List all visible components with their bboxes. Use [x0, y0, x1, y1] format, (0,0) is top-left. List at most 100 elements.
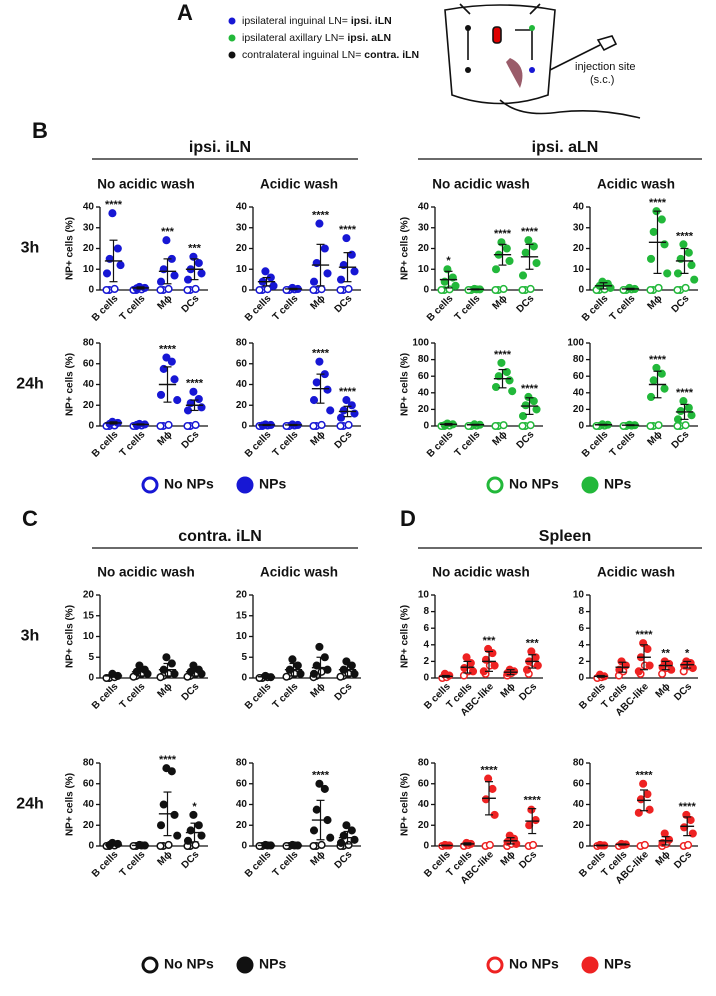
- no-np-point: [491, 421, 500, 431]
- np-point: [296, 669, 305, 678]
- np-point: [518, 271, 528, 280]
- significance: ***: [161, 226, 175, 238]
- np-point: [315, 642, 324, 651]
- legend-dot: [228, 34, 236, 42]
- legend-text-bold: contra. iLN: [364, 49, 419, 61]
- y-axis-label: NP+ cells (%): [65, 353, 76, 416]
- x-tick-label: DCs: [670, 293, 692, 315]
- x-tick-label: B cells: [90, 293, 121, 324]
- significance: ****: [521, 226, 539, 238]
- y-tick-label: 20: [83, 820, 95, 831]
- y-tick-label: 40: [418, 202, 430, 213]
- legend-marker: [236, 956, 254, 974]
- legend-dot: [228, 17, 236, 25]
- no-np-point: [529, 840, 538, 850]
- np-point: [156, 390, 166, 399]
- legend-text-normal: ipsilateral inguinal LN=: [242, 15, 351, 27]
- significance: **: [661, 647, 670, 659]
- no-np-point: [518, 285, 527, 295]
- np-point: [646, 254, 656, 263]
- x-tick-label: Mϕ: [156, 429, 175, 448]
- x-tick-label: T cells: [118, 681, 148, 711]
- np-point: [634, 667, 643, 676]
- np-point: [529, 397, 538, 406]
- np-point: [684, 403, 693, 412]
- panel-label: A: [177, 0, 193, 25]
- y-tick-label: 0: [88, 841, 94, 852]
- np-point: [339, 406, 348, 415]
- np-point: [657, 215, 666, 224]
- y-tick-label: 40: [83, 379, 95, 390]
- group-title: ipsi. aLN: [532, 139, 599, 156]
- np-point: [503, 668, 512, 678]
- x-tick-label: Mϕ: [309, 429, 328, 448]
- np-point: [532, 405, 541, 414]
- significance: ****: [312, 348, 330, 360]
- column-header: Acidic wash: [260, 565, 338, 580]
- x-tick-label: Mϕ: [654, 849, 673, 868]
- x-tick-label: T cells: [608, 429, 638, 459]
- significance: ***: [188, 243, 202, 255]
- np-point: [336, 838, 346, 847]
- x-tick-label: DCs: [180, 849, 202, 871]
- y-tick-label: 40: [236, 379, 248, 390]
- np-point: [518, 411, 528, 421]
- legend-text-normal: ipsilateral axillary LN=: [242, 32, 347, 44]
- no-np-point: [102, 285, 111, 295]
- np-point: [451, 281, 460, 290]
- x-tick-label: Mϕ: [646, 293, 665, 312]
- np-point: [531, 816, 540, 825]
- y-tick-label: 30: [418, 222, 430, 233]
- y-tick-label: 10: [83, 264, 95, 275]
- legend-marker: [581, 956, 599, 974]
- np-point: [336, 413, 346, 422]
- x-tick-label: B cells: [243, 429, 274, 460]
- np-point: [309, 396, 319, 405]
- no-np-point: [164, 840, 173, 850]
- np-point: [643, 790, 652, 799]
- column-header: No acidic wash: [97, 565, 195, 580]
- np-point: [312, 805, 321, 814]
- y-tick-label: 5: [241, 652, 247, 663]
- y-tick-label: 40: [418, 387, 430, 398]
- x-tick-label: Mϕ: [156, 293, 175, 312]
- no-np-point: [673, 285, 682, 295]
- significance: ***: [483, 635, 497, 647]
- no-np-point: [646, 285, 655, 295]
- np-point: [521, 401, 530, 410]
- y-tick-label: 30: [573, 222, 585, 233]
- y-axis-label: NP+ cells (%): [65, 217, 76, 280]
- x-tick-label: Mϕ: [654, 681, 673, 700]
- y-tick-label: 20: [236, 820, 248, 831]
- injection-label: injection site: [575, 61, 636, 73]
- organ: [506, 58, 523, 88]
- np-point: [162, 236, 171, 245]
- np-point: [646, 392, 656, 402]
- np-point: [502, 368, 511, 377]
- np-point: [497, 358, 506, 367]
- y-tick-label: 60: [83, 358, 95, 369]
- no-np-point: [336, 421, 345, 431]
- np-point: [197, 269, 206, 278]
- no-np-point: [110, 284, 119, 294]
- np-point: [173, 396, 182, 405]
- np-point: [660, 829, 669, 838]
- np-point: [462, 653, 471, 662]
- y-tick-label: 0: [578, 421, 584, 432]
- x-tick-label: DCs: [672, 681, 694, 703]
- np-point: [116, 261, 125, 270]
- np-point: [510, 667, 519, 676]
- np-point: [162, 353, 171, 362]
- y-tick-label: 20: [83, 590, 95, 601]
- drainage-arrows: [467, 29, 533, 60]
- np-point: [505, 256, 514, 266]
- no-np-point: [255, 285, 264, 295]
- legend-dot: [228, 51, 236, 59]
- no-np-point: [156, 421, 165, 431]
- x-tick-label: DCs: [333, 429, 355, 451]
- y-tick-label: 100: [412, 338, 429, 349]
- np-point: [309, 669, 319, 678]
- y-tick-label: 80: [573, 354, 585, 365]
- np-point: [350, 267, 359, 276]
- np-point: [194, 258, 203, 268]
